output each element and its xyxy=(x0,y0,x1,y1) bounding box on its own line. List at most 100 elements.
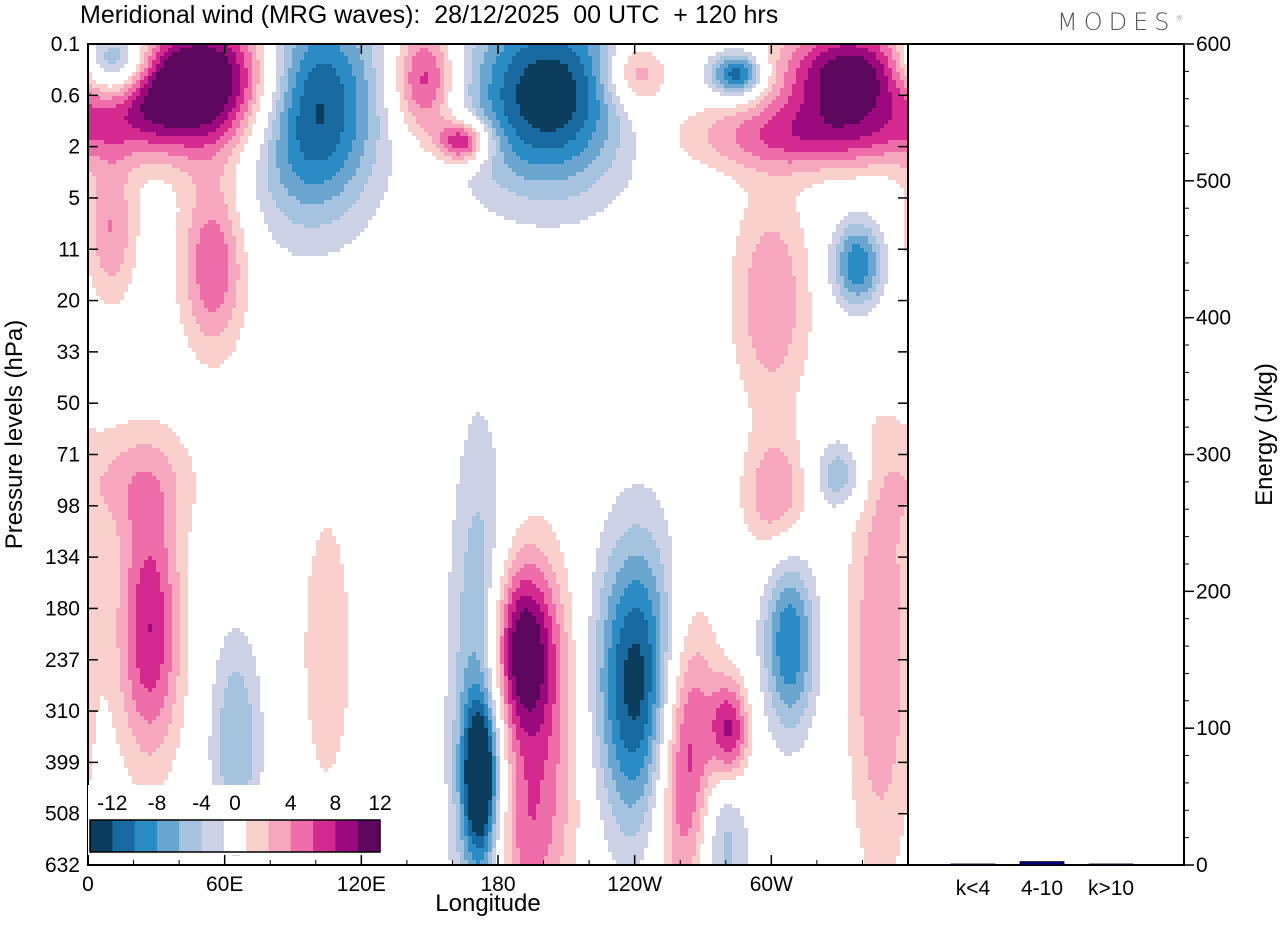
wind-cell xyxy=(812,80,816,84)
wind-cell xyxy=(580,96,584,100)
wind-cell xyxy=(296,156,300,160)
wind-cell xyxy=(344,116,348,120)
wind-cell xyxy=(248,108,252,112)
wind-cell xyxy=(808,44,812,48)
wind-cell xyxy=(716,156,720,160)
wind-cell xyxy=(572,72,576,76)
wind-cell xyxy=(656,72,660,76)
wind-cell xyxy=(588,84,592,88)
wind-cell xyxy=(788,116,792,120)
wind-cell xyxy=(800,124,804,128)
wind-cell xyxy=(144,112,148,116)
wind-cell xyxy=(628,140,632,144)
wind-cell xyxy=(532,44,536,48)
wind-cell xyxy=(532,120,536,124)
wind-cell xyxy=(532,152,536,156)
wind-cell xyxy=(380,144,384,148)
wind-cell xyxy=(660,72,664,76)
wind-cell xyxy=(540,148,544,152)
wind-cell xyxy=(272,152,276,156)
wind-cell xyxy=(536,68,540,72)
wind-cell xyxy=(472,96,476,100)
wind-cell xyxy=(656,80,660,84)
wind-cell xyxy=(784,52,788,56)
wind-cell xyxy=(232,92,236,96)
wind-cell xyxy=(580,88,584,92)
wind-cell xyxy=(632,140,636,144)
wind-cell xyxy=(204,132,208,136)
wind-cell xyxy=(364,148,368,152)
wind-cell xyxy=(132,152,136,156)
wind-cell xyxy=(856,124,860,128)
wind-cell xyxy=(812,48,816,52)
wind-cell xyxy=(580,124,584,128)
wind-cell xyxy=(280,148,284,152)
wind-cell xyxy=(120,152,124,156)
wind-cell xyxy=(448,144,452,148)
wind-cell xyxy=(800,100,804,104)
wind-cell xyxy=(700,148,704,152)
wind-cell xyxy=(560,96,564,100)
wind-cell xyxy=(552,152,556,156)
wind-cell xyxy=(724,88,728,92)
wind-cell xyxy=(276,92,280,96)
wind-cell xyxy=(200,84,204,88)
wind-cell xyxy=(620,120,624,124)
wind-cell xyxy=(752,84,756,88)
wind-cell xyxy=(368,128,372,132)
wind-cell xyxy=(508,108,512,112)
wind-cell xyxy=(864,148,868,152)
wind-cell xyxy=(364,92,368,96)
wind-cell xyxy=(112,84,116,88)
wind-cell xyxy=(240,56,244,60)
wind-cell xyxy=(648,52,652,56)
wind-cell xyxy=(244,72,248,76)
wind-cell xyxy=(352,96,356,100)
wind-cell xyxy=(752,68,756,72)
wind-cell xyxy=(160,44,164,48)
wind-cell xyxy=(844,92,848,96)
wind-cell xyxy=(420,64,424,68)
wind-cell xyxy=(544,152,548,156)
wind-cell xyxy=(296,148,300,152)
wind-cell xyxy=(432,52,436,56)
wind-cell xyxy=(760,100,764,104)
wind-cell xyxy=(140,76,144,80)
wind-cell xyxy=(612,92,616,96)
wind-cell xyxy=(884,120,888,124)
wind-cell xyxy=(344,56,348,60)
wind-cell xyxy=(368,56,372,60)
wind-cell xyxy=(484,100,488,104)
wind-cell xyxy=(820,100,824,104)
wind-cell xyxy=(824,140,828,144)
wind-cell xyxy=(604,128,608,132)
wind-cell xyxy=(740,64,744,68)
wind-cell xyxy=(832,112,836,116)
wind-cell xyxy=(896,152,900,156)
wind-cell xyxy=(516,92,520,96)
wind-cell xyxy=(860,104,864,108)
wind-cell xyxy=(880,112,884,116)
wind-cell xyxy=(304,92,308,96)
wind-cell xyxy=(320,112,324,116)
wind-cell xyxy=(496,104,500,108)
wind-cell xyxy=(300,112,304,116)
wind-cell xyxy=(192,152,196,156)
wind-cell xyxy=(756,112,760,116)
wind-cell xyxy=(868,68,872,72)
wind-cell xyxy=(540,52,544,56)
wind-cell xyxy=(608,104,612,108)
wind-cell xyxy=(276,128,280,132)
wind-cell xyxy=(432,88,436,92)
wind-cell xyxy=(512,148,516,152)
wind-cell xyxy=(696,140,700,144)
wind-cell xyxy=(352,120,356,124)
wind-cell xyxy=(420,96,424,100)
wind-cell xyxy=(772,68,776,72)
wind-cell xyxy=(260,60,264,64)
wind-cell xyxy=(152,76,156,80)
wind-cell xyxy=(488,112,492,116)
wind-cell xyxy=(420,140,424,144)
wind-cell xyxy=(276,140,280,144)
wind-cell xyxy=(140,152,144,156)
